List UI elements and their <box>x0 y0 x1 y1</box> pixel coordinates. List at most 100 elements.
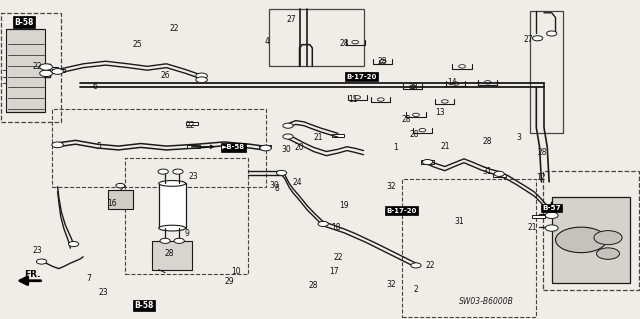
Text: 24: 24 <box>292 178 303 187</box>
Bar <box>52 69 65 72</box>
Text: 11: 11 <box>349 95 358 104</box>
Bar <box>421 160 434 164</box>
Bar <box>332 134 344 137</box>
Text: 26: 26 <box>160 71 170 80</box>
Circle shape <box>116 183 125 188</box>
Text: 25: 25 <box>132 40 143 48</box>
Circle shape <box>459 65 465 68</box>
Bar <box>187 145 200 148</box>
Circle shape <box>596 248 620 259</box>
Text: 16: 16 <box>107 199 117 208</box>
Text: 8: 8 <box>274 184 279 193</box>
Text: 30: 30 <box>269 181 279 190</box>
Circle shape <box>422 160 433 165</box>
Text: 17: 17 <box>329 267 339 276</box>
Bar <box>259 145 271 148</box>
Text: 2: 2 <box>413 285 419 294</box>
Text: 31: 31 <box>454 217 465 226</box>
Circle shape <box>174 238 184 243</box>
Text: SW03-B6000B: SW03-B6000B <box>459 297 514 306</box>
Text: 13: 13 <box>435 108 445 117</box>
Text: 30: 30 <box>282 145 292 154</box>
Ellipse shape <box>159 181 186 186</box>
Circle shape <box>484 81 491 84</box>
Text: 28: 28 <box>309 281 318 290</box>
Circle shape <box>283 134 293 139</box>
Text: 6: 6 <box>92 82 97 91</box>
Bar <box>402 179 536 317</box>
Circle shape <box>442 100 448 103</box>
Text: 5: 5 <box>97 142 102 151</box>
Text: 28: 28 <box>538 148 547 157</box>
Circle shape <box>283 123 293 128</box>
Text: 22: 22 <box>426 261 435 270</box>
Text: 29: 29 <box>224 277 234 286</box>
Text: 22: 22 <box>186 121 195 130</box>
Text: 27: 27 <box>523 35 533 44</box>
Text: 12: 12 <box>536 173 545 182</box>
Bar <box>269 9 364 66</box>
Text: 22: 22 <box>333 253 342 262</box>
Circle shape <box>547 31 557 36</box>
Bar <box>530 11 563 133</box>
Circle shape <box>52 142 63 148</box>
Text: 23: 23 <box>32 246 42 255</box>
Text: B-57: B-57 <box>542 205 561 211</box>
Text: 21: 21 <box>528 223 537 232</box>
Text: 28: 28 <box>402 115 411 124</box>
Text: 32: 32 <box>387 280 397 289</box>
Text: 18: 18 <box>332 223 340 232</box>
Text: 22: 22 <box>33 62 42 71</box>
Bar <box>552 197 630 283</box>
Bar <box>543 171 639 290</box>
Text: 15: 15 <box>361 72 371 81</box>
Circle shape <box>40 64 52 70</box>
Text: 21: 21 <box>314 133 323 142</box>
Circle shape <box>354 96 360 99</box>
Text: 28: 28 <box>410 130 419 139</box>
Text: ►B-58: ►B-58 <box>222 145 245 150</box>
Bar <box>493 174 506 177</box>
Circle shape <box>411 263 421 268</box>
Bar <box>152 241 192 270</box>
Circle shape <box>594 231 622 245</box>
Circle shape <box>413 113 419 116</box>
Text: 32: 32 <box>387 182 397 191</box>
Circle shape <box>352 41 358 44</box>
Text: 21: 21 <box>440 142 449 151</box>
Circle shape <box>556 227 607 253</box>
Text: 28: 28 <box>483 137 492 146</box>
Circle shape <box>36 259 47 264</box>
Text: 28: 28 <box>378 57 387 66</box>
Text: 20: 20 <box>294 143 305 152</box>
Text: 14: 14 <box>447 78 457 87</box>
Text: 22: 22 <box>170 24 179 33</box>
Text: 19: 19 <box>339 201 349 210</box>
Text: FR.: FR. <box>24 271 40 279</box>
Bar <box>532 215 545 218</box>
Text: 23: 23 <box>188 172 198 181</box>
Text: B-58: B-58 <box>15 18 34 27</box>
Text: B-17-20: B-17-20 <box>387 208 417 213</box>
Bar <box>125 158 248 274</box>
Text: 1: 1 <box>393 143 398 152</box>
Bar <box>1 13 61 122</box>
Text: 4: 4 <box>265 37 270 46</box>
Text: B-17-20: B-17-20 <box>346 74 377 79</box>
Ellipse shape <box>159 225 186 231</box>
Text: 27: 27 <box>286 15 296 24</box>
Text: 28: 28 <box>165 249 174 258</box>
Circle shape <box>419 129 426 132</box>
Text: 28: 28 <box>408 83 417 92</box>
Circle shape <box>260 145 271 151</box>
Circle shape <box>378 98 384 101</box>
Text: 23: 23 <box>99 288 109 297</box>
Circle shape <box>158 169 168 174</box>
Circle shape <box>494 171 504 176</box>
Circle shape <box>276 170 287 175</box>
Circle shape <box>380 60 386 63</box>
Text: 31: 31 <box>483 167 493 176</box>
Bar <box>52 109 266 187</box>
Circle shape <box>318 221 328 226</box>
Text: 3: 3 <box>516 133 521 142</box>
